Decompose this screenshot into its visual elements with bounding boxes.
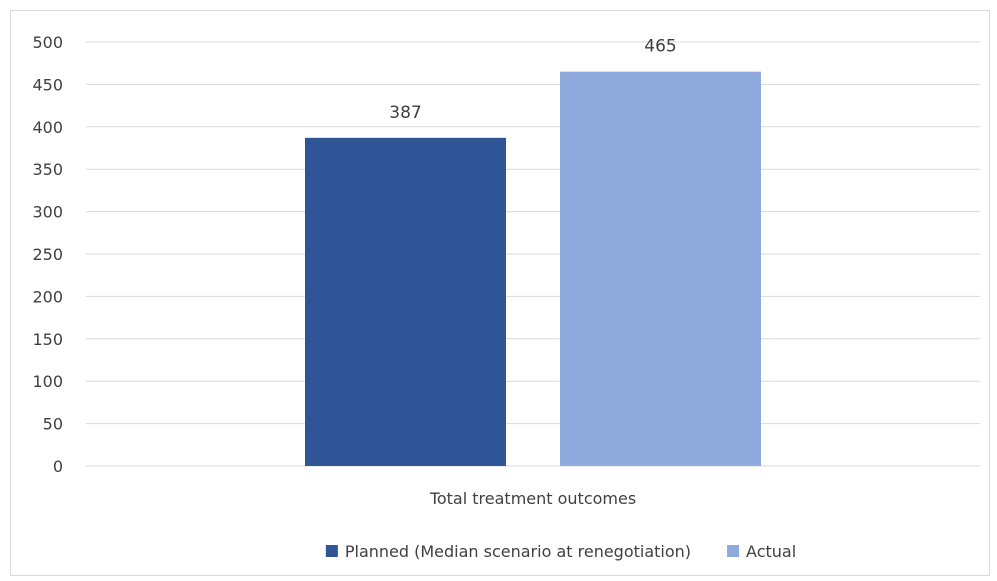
y-tick-label: 100 <box>32 372 63 391</box>
y-tick-label: 150 <box>32 330 63 349</box>
y-tick-label: 200 <box>32 287 63 306</box>
data-label: 465 <box>644 37 676 57</box>
y-tick-label: 300 <box>32 203 63 222</box>
legend-label: Planned (Median scenario at renegotiatio… <box>345 542 691 561</box>
y-tick-label: 500 <box>32 33 63 52</box>
legend-swatch <box>325 545 338 557</box>
legend-label: Actual <box>746 542 796 561</box>
data-label: 387 <box>389 103 421 123</box>
y-tick-label: 350 <box>32 160 63 179</box>
legend: Planned (Median scenario at renegotiatio… <box>325 542 796 561</box>
y-axis-tick-labels: 0 50 100 150 200 250 300 350 400 450 500 <box>32 33 63 476</box>
x-category-label: Total treatment outcomes <box>429 489 636 508</box>
y-tick-label: 250 <box>32 245 63 264</box>
bar-actual <box>560 71 761 467</box>
y-tick-label: 450 <box>32 75 63 94</box>
y-tick-label: 50 <box>43 415 63 434</box>
x-axis-category-labels: Total treatment outcomes <box>429 489 636 508</box>
y-tick-label: 0 <box>53 457 63 476</box>
gridlines <box>86 41 980 467</box>
legend-swatch <box>727 545 740 557</box>
bar-planned <box>305 137 506 466</box>
data-labels: 387 465 <box>389 37 676 123</box>
bars <box>305 71 761 467</box>
y-tick-label: 400 <box>32 118 63 137</box>
